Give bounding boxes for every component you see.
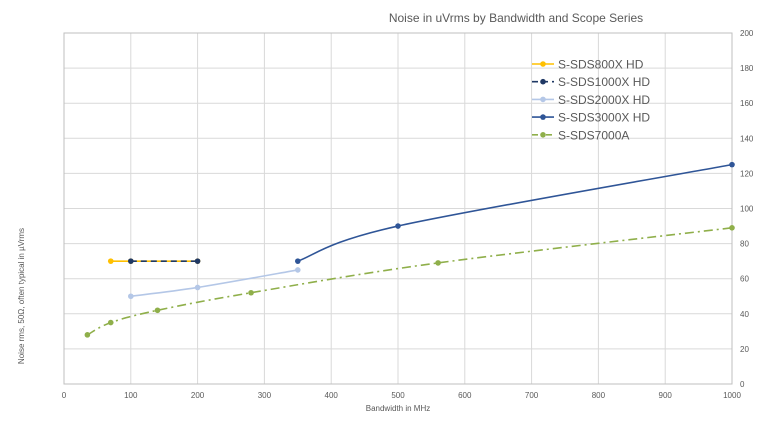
legend-item[interactable]: S-SDS3000X HD	[532, 111, 650, 125]
data-point	[435, 260, 441, 266]
legend-label: S-SDS3000X HD	[558, 111, 650, 125]
legend-marker	[540, 78, 546, 85]
y-tick-label: 180	[740, 64, 754, 73]
x-tick-label: 400	[325, 391, 339, 400]
x-tick-label: 600	[458, 391, 472, 400]
y-tick-label: 100	[740, 205, 754, 214]
data-point	[248, 289, 254, 296]
y-axis-title: Noise rms, 50Ω, often typical in µVrms	[17, 228, 26, 364]
series-line	[297, 163, 733, 262]
data-point	[194, 284, 201, 291]
x-tick-label: 100	[124, 391, 138, 400]
series-s-sds3000x-hd	[295, 161, 735, 264]
legend-item[interactable]: S-SDS800X HD	[532, 58, 644, 72]
data-point	[729, 225, 735, 231]
x-tick-label: 500	[391, 391, 405, 400]
data-point	[128, 293, 134, 300]
x-axis-ticks: 0 100 200 300 400 500 600 700 800 900 1000	[62, 391, 742, 400]
plot-area-border	[63, 32, 733, 385]
data-point	[84, 332, 91, 338]
x-tick-label: 1000	[723, 391, 741, 400]
x-tick-label: 0	[62, 391, 67, 400]
chart-title: Noise in uVrms by Bandwidth and Scope Se…	[389, 11, 643, 25]
y-axis-ticks: 0 20 40 60 80 100 120 140 160 180 200	[740, 29, 754, 389]
x-tick-label: 300	[258, 391, 272, 400]
series-s-sds1000x-hd	[128, 258, 201, 264]
data-point	[295, 258, 301, 264]
y-tick-label: 200	[740, 29, 754, 38]
x-tick-label: 700	[525, 391, 539, 400]
legend-marker	[540, 61, 546, 67]
legend-item[interactable]: S-SDS2000X HD	[532, 93, 650, 107]
legend-marker	[540, 114, 546, 120]
x-axis-title: Bandwidth in MHz	[366, 404, 430, 413]
y-tick-label: 160	[740, 99, 754, 108]
legend[interactable]: S-SDS800X HD S-SDS1000X HD S-SDS2000X HD S-…	[532, 58, 650, 143]
data-point	[295, 267, 301, 273]
data-point	[729, 161, 735, 168]
y-tick-label: 0	[740, 380, 745, 389]
data-point	[194, 258, 201, 264]
legend-label: S-SDS800X HD	[558, 58, 644, 72]
legend-marker	[540, 96, 546, 103]
series-layer	[84, 161, 735, 338]
data-point	[154, 307, 161, 314]
x-tick-label: 800	[592, 391, 606, 400]
data-point	[395, 223, 401, 229]
legend-item[interactable]: S-SDS1000X HD	[532, 75, 650, 89]
y-tick-label: 120	[740, 169, 754, 178]
x-tick-label: 900	[659, 391, 673, 400]
y-tick-label: 60	[740, 275, 749, 284]
series-s-sds7000a	[84, 225, 735, 338]
legend-item[interactable]: S-SDS7000A	[532, 128, 629, 142]
legend-label: S-SDS2000X HD	[558, 93, 650, 107]
series-s-sds2000x-hd	[128, 267, 301, 300]
y-tick-label: 80	[740, 240, 749, 249]
x-tick-label: 200	[191, 391, 205, 400]
y-tick-label: 140	[740, 134, 754, 143]
series-line	[130, 269, 298, 298]
data-point	[107, 319, 114, 326]
legend-label: S-SDS1000X HD	[558, 75, 650, 89]
legend-marker	[540, 132, 546, 138]
y-tick-label: 20	[740, 345, 749, 354]
data-point	[107, 258, 114, 264]
y-tick-label: 40	[740, 310, 749, 319]
data-point	[128, 258, 134, 264]
legend-label: S-SDS7000A	[558, 128, 629, 142]
